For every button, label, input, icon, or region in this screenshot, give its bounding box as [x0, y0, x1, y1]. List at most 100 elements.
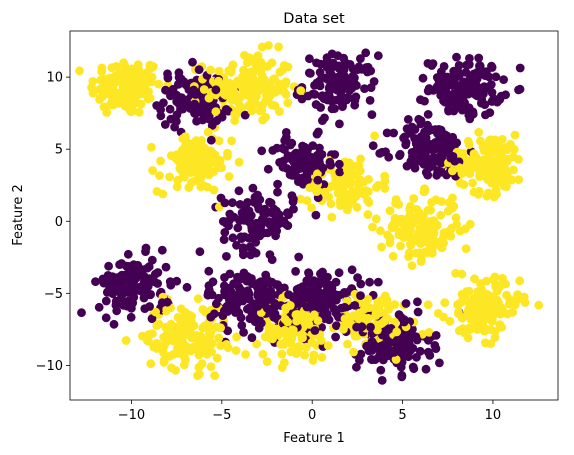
data-point-class-1: [207, 347, 217, 357]
data-point-class-0: [486, 80, 496, 89]
data-point-class-0: [448, 152, 458, 161]
data-point-class-1: [465, 169, 475, 179]
data-point-class-1: [198, 323, 208, 333]
data-point-class-0: [337, 303, 346, 313]
y-tick-label: −5: [44, 287, 63, 302]
data-point-class-1: [426, 205, 435, 215]
data-point-class-1: [376, 226, 385, 236]
data-point-class-0: [157, 245, 167, 255]
data-point-class-0: [204, 114, 214, 124]
data-point-class-0: [322, 309, 332, 319]
data-point-class-1: [257, 105, 267, 115]
data-point-class-0: [165, 277, 175, 286]
data-point-class-1: [147, 63, 157, 72]
data-point-class-1: [211, 322, 221, 332]
data-point-class-1: [492, 303, 502, 312]
data-point-class-1: [370, 131, 379, 141]
data-point-class-1: [505, 294, 514, 304]
data-point-class-0: [170, 122, 180, 132]
data-point-class-0: [147, 314, 157, 324]
data-point-class-1: [363, 195, 372, 205]
data-point-class-0: [377, 147, 387, 157]
data-point-class-1: [490, 272, 500, 282]
data-point-class-1: [125, 105, 135, 115]
data-point-class-1: [372, 183, 381, 192]
data-point-class-1: [429, 229, 438, 239]
data-point-class-1: [474, 300, 484, 310]
data-point-class-0: [416, 95, 425, 105]
data-point-class-1: [162, 337, 172, 347]
data-point-class-1: [343, 165, 352, 175]
data-point-class-0: [415, 346, 425, 356]
x-tick-label: 10: [485, 408, 502, 423]
data-point-class-0: [256, 221, 266, 230]
data-point-class-0: [294, 252, 304, 262]
data-point-class-1: [87, 83, 96, 92]
data-point-class-0: [208, 277, 218, 287]
data-point-class-0: [272, 143, 282, 153]
data-point-class-1: [407, 261, 417, 271]
data-point-class-0: [474, 53, 484, 63]
data-point-class-1: [340, 314, 350, 324]
data-point-class-0: [395, 151, 404, 161]
data-point-class-0: [376, 365, 386, 375]
data-point-class-1: [140, 81, 150, 90]
data-point-class-1: [134, 107, 144, 117]
y-tick-label: 10: [46, 71, 63, 86]
data-point-class-0: [397, 370, 407, 380]
data-point-class-1: [191, 176, 200, 186]
data-point-class-0: [495, 95, 505, 104]
data-point-class-1: [223, 151, 232, 161]
data-point-class-1: [420, 185, 430, 195]
data-point-class-1: [417, 212, 427, 221]
data-point-class-1: [402, 214, 412, 224]
data-point-class-1: [479, 171, 489, 181]
data-point-class-1: [148, 166, 158, 175]
data-point-class-1: [279, 327, 289, 336]
data-point-class-1: [146, 359, 156, 369]
data-point-class-1: [204, 93, 214, 103]
data-point-class-1: [281, 303, 291, 313]
data-point-class-1: [199, 181, 209, 191]
data-point-class-0: [320, 113, 329, 123]
data-point-class-1: [152, 187, 162, 196]
data-point-class-0: [454, 72, 464, 81]
data-point-class-1: [469, 322, 479, 332]
chart-title: Data set: [283, 11, 345, 27]
data-point-class-0: [421, 158, 430, 168]
data-point-class-1: [95, 95, 104, 104]
data-point-class-1: [360, 304, 369, 314]
data-point-class-1: [429, 221, 439, 231]
axes: −10 −5 0 5 10 −10 −5 0 5 10: [36, 30, 559, 423]
data-point-class-1: [275, 107, 284, 116]
data-point-class-1: [380, 184, 390, 193]
data-point-class-0: [221, 218, 231, 228]
data-point-class-0: [373, 51, 383, 61]
data-point-class-1: [502, 145, 512, 155]
data-point-class-1: [155, 171, 164, 181]
data-point-class-0: [316, 269, 325, 279]
data-point-class-0: [204, 266, 214, 276]
data-point-class-1: [239, 65, 248, 75]
data-point-class-1: [479, 312, 488, 322]
data-point-class-1: [165, 172, 175, 182]
data-point-class-1: [214, 333, 224, 343]
data-point-class-0: [253, 291, 263, 301]
data-point-class-1: [316, 336, 326, 345]
data-point-class-1: [486, 307, 495, 317]
data-point-class-0: [188, 57, 197, 67]
data-point-class-0: [454, 61, 464, 70]
data-point-class-1: [377, 242, 386, 252]
data-point-class-1: [226, 67, 236, 77]
data-point-class-0: [284, 290, 293, 299]
data-point-class-0: [356, 349, 366, 359]
data-point-class-1: [210, 371, 220, 380]
data-point-class-0: [337, 97, 346, 107]
data-point-class-1: [490, 333, 500, 342]
data-point-class-0: [352, 362, 361, 372]
data-point-class-0: [283, 221, 293, 231]
data-point-class-1: [194, 350, 204, 360]
data-point-class-1: [474, 127, 484, 137]
data-point-class-1: [154, 79, 164, 89]
data-point-class-1: [221, 90, 231, 100]
